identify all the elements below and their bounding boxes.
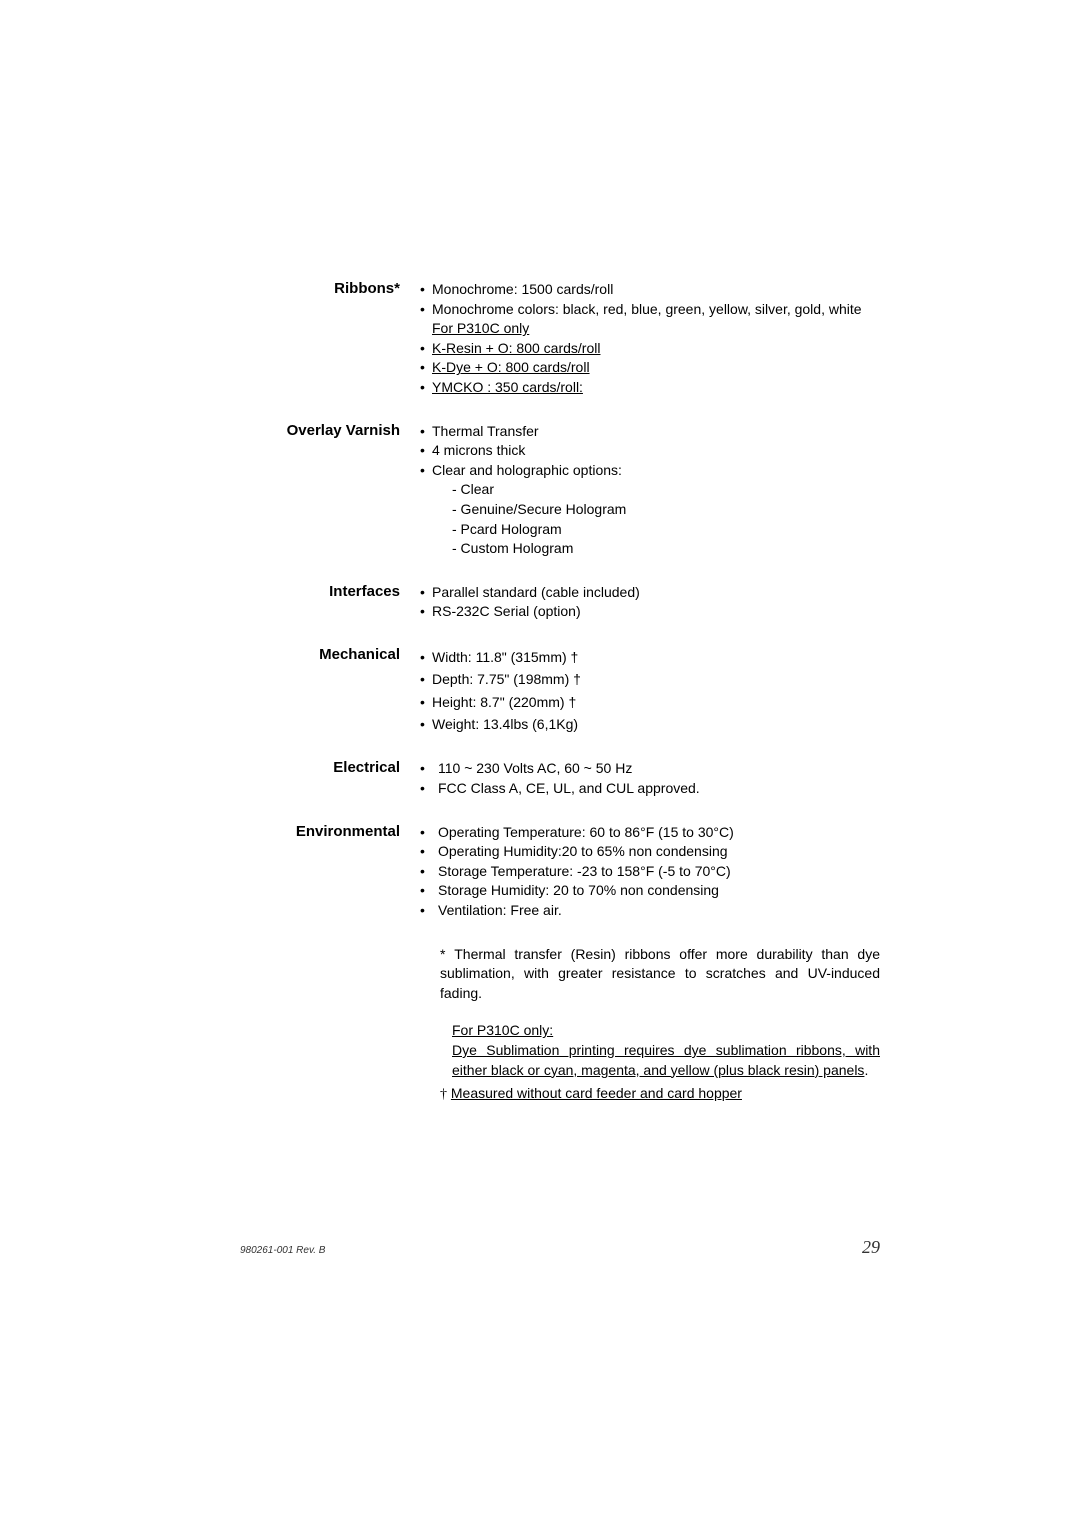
overlay-item: Thermal Transfer [420, 422, 880, 442]
overlay-item: Clear and holographic options: [420, 461, 880, 481]
body-interfaces: Parallel standard (cable included) RS-23… [420, 583, 880, 622]
footer-page-number: 29 [862, 1237, 880, 1258]
electrical-item: 110 ~ 230 Volts AC, 60 ~ 50 Hz [420, 759, 880, 779]
body-environmental: Operating Temperature: 60 to 86°F (15 to… [420, 823, 880, 921]
overlay-option: - Custom Hologram [420, 539, 880, 559]
environmental-item: Storage Humidity: 20 to 70% non condensi… [420, 881, 880, 901]
label-interfaces: Interfaces [260, 583, 420, 622]
ribbons-subitem: YMCKO : 350 cards/roll: [420, 378, 880, 398]
notes: * Thermal transfer (Resin) ribbons offer… [440, 945, 880, 1105]
section-interfaces: Interfaces Parallel standard (cable incl… [260, 583, 880, 622]
environmental-item: Storage Temperature: -23 to 158°F (-5 to… [420, 862, 880, 882]
label-electrical: Electrical [260, 759, 420, 798]
footer-doc-id: 980261-001 Rev. B [240, 1245, 325, 1256]
ribbons-subitem: K-Dye + O: 800 cards/roll [420, 358, 880, 378]
section-overlay: Overlay Varnish Thermal Transfer 4 micro… [260, 422, 880, 559]
ribbons-subheading: For P310C only [420, 319, 880, 339]
label-overlay: Overlay Varnish [260, 422, 420, 559]
section-mechanical: Mechanical Width: 11.8" (315mm) † Depth:… [260, 646, 880, 736]
ribbons-item: Monochrome colors: black, red, blue, gre… [420, 300, 880, 320]
body-overlay: Thermal Transfer 4 microns thick Clear a… [420, 422, 880, 559]
ribbons-subitem: K-Resin + O: 800 cards/roll [420, 339, 880, 359]
ribbons-item: Monochrome: 1500 cards/roll [420, 280, 880, 300]
note-p310c: For P310C only: Dye Sublimation printing… [440, 1021, 880, 1080]
mechanical-item: Depth: 7.75" (198mm) † [420, 668, 880, 690]
environmental-item: Operating Temperature: 60 to 86°F (15 to… [420, 823, 880, 843]
body-ribbons: Monochrome: 1500 cards/roll Monochrome c… [420, 280, 880, 398]
environmental-item: Operating Humidity:20 to 65% non condens… [420, 842, 880, 862]
section-ribbons: Ribbons* Monochrome: 1500 cards/roll Mon… [260, 280, 880, 398]
electrical-item: FCC Class A, CE, UL, and CUL approved. [420, 779, 880, 799]
section-electrical: Electrical 110 ~ 230 Volts AC, 60 ~ 50 H… [260, 759, 880, 798]
note-thermal: * Thermal transfer (Resin) ribbons offer… [440, 945, 880, 1004]
interfaces-item: RS-232C Serial (option) [420, 602, 880, 622]
note-measured: † Measured without card feeder and card … [440, 1084, 880, 1105]
footer: 980261-001 Rev. B 29 [240, 1237, 880, 1258]
label-environmental: Environmental [260, 823, 420, 921]
label-ribbons: Ribbons* [260, 280, 420, 398]
overlay-option: - Genuine/Secure Hologram [420, 500, 880, 520]
overlay-option: - Clear [420, 480, 880, 500]
section-environmental: Environmental Operating Temperature: 60 … [260, 823, 880, 921]
overlay-item: 4 microns thick [420, 441, 880, 461]
body-mechanical: Width: 11.8" (315mm) † Depth: 7.75" (198… [420, 646, 880, 736]
mechanical-item: Width: 11.8" (315mm) † [420, 646, 880, 668]
interfaces-item: Parallel standard (cable included) [420, 583, 880, 603]
label-mechanical: Mechanical [260, 646, 420, 736]
mechanical-item: Weight: 13.4lbs (6,1Kg) [420, 713, 880, 735]
body-electrical: 110 ~ 230 Volts AC, 60 ~ 50 Hz FCC Class… [420, 759, 880, 798]
environmental-item: Ventilation: Free air. [420, 901, 880, 921]
overlay-option: - Pcard Hologram [420, 520, 880, 540]
mechanical-item: Height: 8.7" (220mm) † [420, 691, 880, 713]
